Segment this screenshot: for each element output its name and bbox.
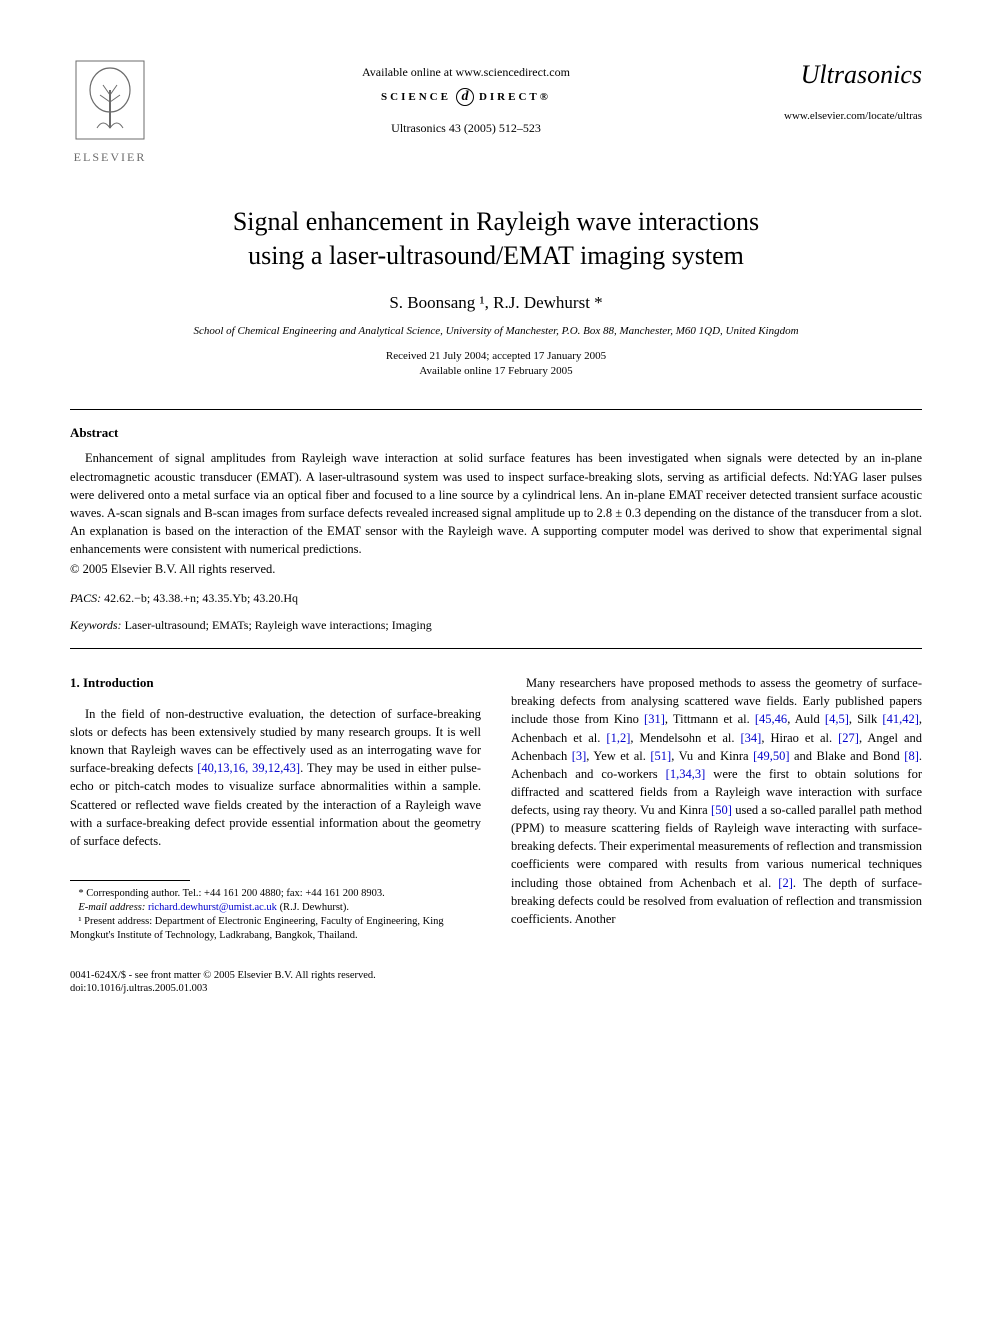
pacs-values: 42.62.−b; 43.38.+n; 43.35.Yb; 43.20.Hq — [104, 591, 298, 605]
ref-link[interactable]: [50] — [711, 803, 732, 817]
keywords-line: Keywords: Laser-ultrasound; EMATs; Rayle… — [70, 618, 922, 633]
abstract-heading: Abstract — [70, 425, 922, 441]
title-line1: Signal enhancement in Rayleigh wave inte… — [233, 207, 759, 236]
science-direct-logo: SCIENCE d DIRECT® — [150, 88, 782, 106]
science-direct-right: DIRECT® — [479, 91, 551, 103]
pacs-label: PACS: — [70, 591, 101, 605]
center-header: Available online at www.sciencedirect.co… — [150, 60, 782, 141]
ref-link[interactable]: [41,42] — [882, 712, 918, 726]
intro-para-1: In the field of non-destructive evaluati… — [70, 705, 481, 850]
footnote-present-address: ¹ Present address: Department of Electro… — [70, 915, 481, 943]
divider-top — [70, 409, 922, 410]
footnote-corresponding: * Corresponding author. Tel.: +44 161 20… — [70, 887, 481, 901]
front-matter-line: 0041-624X/$ - see front matter © 2005 El… — [70, 969, 922, 983]
intro-para-2: Many researchers have proposed methods t… — [511, 674, 922, 928]
ref-link[interactable]: [27] — [838, 731, 859, 745]
authors: S. Boonsang ¹, R.J. Dewhurst * — [70, 293, 922, 313]
email-attribution: (R.J. Dewhurst). — [280, 902, 349, 913]
ref-link[interactable]: [8] — [904, 749, 919, 763]
affiliation: School of Chemical Engineering and Analy… — [70, 325, 922, 337]
body-columns: 1. Introduction In the field of non-dest… — [70, 674, 922, 944]
section-1-heading: 1. Introduction — [70, 674, 481, 693]
science-direct-icon: d — [456, 88, 474, 106]
journal-branding: Ultrasonics www.elsevier.com/locate/ultr… — [782, 60, 922, 122]
email-link[interactable]: richard.dewhurst@umist.ac.uk — [148, 902, 277, 913]
keywords-label: Keywords: — [70, 618, 122, 632]
footnote-rule — [70, 880, 190, 881]
ref-link[interactable]: [31] — [644, 712, 665, 726]
journal-url: www.elsevier.com/locate/ultras — [782, 110, 922, 122]
citation-line: Ultrasonics 43 (2005) 512–523 — [150, 121, 782, 136]
ref-link[interactable]: [2] — [778, 876, 793, 890]
page-footer: 0041-624X/$ - see front matter © 2005 El… — [70, 969, 922, 996]
doi-line: doi:10.1016/j.ultras.2005.01.003 — [70, 982, 922, 996]
ref-link[interactable]: [34] — [741, 731, 762, 745]
available-date: Available online 17 February 2005 — [419, 365, 572, 377]
article-dates: Received 21 July 2004; accepted 17 Janua… — [70, 349, 922, 380]
science-direct-left: SCIENCE — [381, 91, 451, 103]
ref-link[interactable]: [3] — [572, 749, 587, 763]
ref-link[interactable]: [45,46 — [755, 712, 787, 726]
abstract-text: Enhancement of signal amplitudes from Ra… — [70, 449, 922, 558]
journal-name: Ultrasonics — [782, 60, 922, 90]
footnote-email: E-mail address: richard.dewhurst@umist.a… — [70, 901, 481, 915]
ref-link[interactable]: [1,2] — [606, 731, 630, 745]
pacs-line: PACS: 42.62.−b; 43.38.+n; 43.35.Yb; 43.2… — [70, 591, 922, 606]
ref-link[interactable]: [4,5] — [825, 712, 849, 726]
right-column: Many researchers have proposed methods t… — [511, 674, 922, 944]
title-line2: using a laser-ultrasound/EMAT imaging sy… — [248, 241, 744, 270]
left-column: 1. Introduction In the field of non-dest… — [70, 674, 481, 944]
elsevier-label: ELSEVIER — [70, 150, 150, 165]
email-label: E-mail address: — [78, 902, 145, 913]
divider-bottom — [70, 648, 922, 649]
keywords-values: Laser-ultrasound; EMATs; Rayleigh wave i… — [125, 618, 432, 632]
elsevier-tree-icon — [75, 60, 145, 140]
elsevier-logo: ELSEVIER — [70, 60, 150, 165]
available-online-text: Available online at www.sciencedirect.co… — [150, 65, 782, 80]
received-date: Received 21 July 2004; accepted 17 Janua… — [386, 350, 606, 362]
ref-link[interactable]: [40,13,16, 39,12,43] — [197, 761, 300, 775]
ref-link[interactable]: [51] — [650, 749, 671, 763]
ref-link[interactable]: [49,50] — [753, 749, 789, 763]
ref-link[interactable]: [1,34,3] — [666, 767, 706, 781]
article-title: Signal enhancement in Rayleigh wave inte… — [70, 205, 922, 273]
abstract-copyright: © 2005 Elsevier B.V. All rights reserved… — [70, 562, 922, 577]
page-header: ELSEVIER Available online at www.science… — [70, 60, 922, 165]
